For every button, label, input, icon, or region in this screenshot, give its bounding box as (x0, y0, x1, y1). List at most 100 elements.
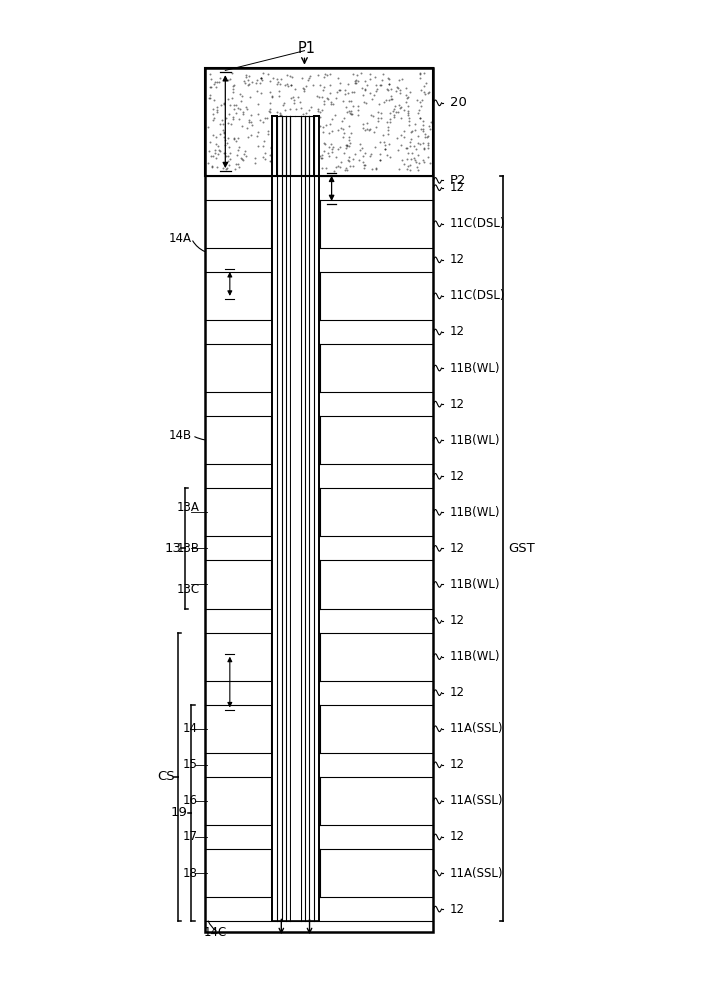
Point (289, 129, 301, 145)
Point (381, 81, 393, 97)
Point (307, 123, 318, 139)
Bar (271, 200, 320, 248)
Point (299, 105, 311, 121)
Point (374, 152, 386, 168)
Point (327, 96, 339, 112)
Point (299, 81, 310, 97)
Point (319, 135, 330, 151)
Bar (205, 536, 434, 560)
Point (223, 139, 235, 155)
Point (370, 160, 381, 176)
Point (390, 83, 401, 99)
Point (282, 124, 294, 140)
Text: CS: CS (157, 770, 175, 783)
Point (398, 123, 409, 139)
Point (262, 126, 274, 142)
Point (312, 67, 324, 83)
Point (359, 73, 370, 89)
Point (361, 77, 373, 93)
Point (288, 89, 299, 105)
Point (204, 134, 215, 150)
Point (332, 122, 344, 138)
Bar (205, 897, 434, 921)
Point (332, 70, 344, 86)
Point (372, 113, 383, 129)
Point (350, 72, 362, 88)
Text: 11A(SSL): 11A(SSL) (450, 794, 503, 807)
Point (297, 106, 309, 122)
Point (277, 97, 289, 113)
Point (279, 102, 290, 118)
Point (218, 160, 229, 176)
Point (403, 113, 414, 129)
Point (396, 99, 407, 115)
Point (329, 107, 340, 123)
Point (419, 86, 431, 102)
Bar (205, 248, 434, 272)
Point (277, 161, 289, 177)
Point (206, 159, 218, 175)
Point (222, 115, 233, 131)
Point (395, 82, 406, 98)
Text: 13: 13 (164, 542, 181, 555)
Bar (205, 344, 271, 392)
Text: 11B(WL): 11B(WL) (450, 434, 500, 447)
Bar (271, 777, 320, 825)
Point (312, 146, 323, 162)
Point (285, 77, 297, 93)
Point (393, 161, 404, 177)
Point (285, 132, 297, 148)
Point (242, 129, 253, 145)
Point (349, 146, 360, 162)
Point (266, 139, 277, 155)
Point (212, 99, 223, 115)
Point (360, 157, 371, 173)
Point (286, 154, 297, 170)
Point (377, 66, 388, 82)
Point (410, 116, 421, 132)
Point (383, 126, 394, 142)
Point (255, 70, 266, 86)
Point (419, 84, 430, 100)
Point (222, 160, 233, 176)
Point (368, 87, 380, 103)
Point (410, 154, 421, 170)
Point (241, 69, 252, 85)
Point (341, 162, 353, 178)
Point (312, 128, 323, 144)
Point (314, 77, 326, 93)
Point (361, 115, 373, 131)
Point (325, 94, 337, 110)
Point (295, 100, 307, 116)
Point (307, 109, 318, 125)
Point (420, 75, 432, 91)
Point (269, 157, 281, 173)
Point (243, 114, 254, 130)
Text: 13B: 13B (177, 542, 200, 555)
Point (271, 104, 283, 120)
Text: P2: P2 (450, 174, 467, 187)
Text: 12: 12 (450, 542, 465, 555)
Point (258, 133, 269, 149)
Point (284, 115, 295, 131)
Point (374, 146, 386, 162)
Point (228, 81, 239, 97)
Point (275, 107, 286, 123)
Point (383, 92, 395, 108)
Point (256, 72, 268, 88)
Point (380, 137, 391, 153)
Point (400, 80, 411, 96)
Point (383, 122, 394, 138)
Point (202, 155, 214, 171)
Point (393, 97, 405, 113)
Point (330, 90, 342, 106)
Bar (271, 488, 320, 536)
Point (212, 138, 223, 154)
Text: 11A(SSL): 11A(SSL) (450, 867, 503, 880)
Point (285, 136, 297, 152)
Point (374, 152, 386, 168)
Point (358, 148, 369, 164)
Point (208, 110, 220, 126)
Point (371, 81, 383, 97)
Point (422, 140, 434, 156)
